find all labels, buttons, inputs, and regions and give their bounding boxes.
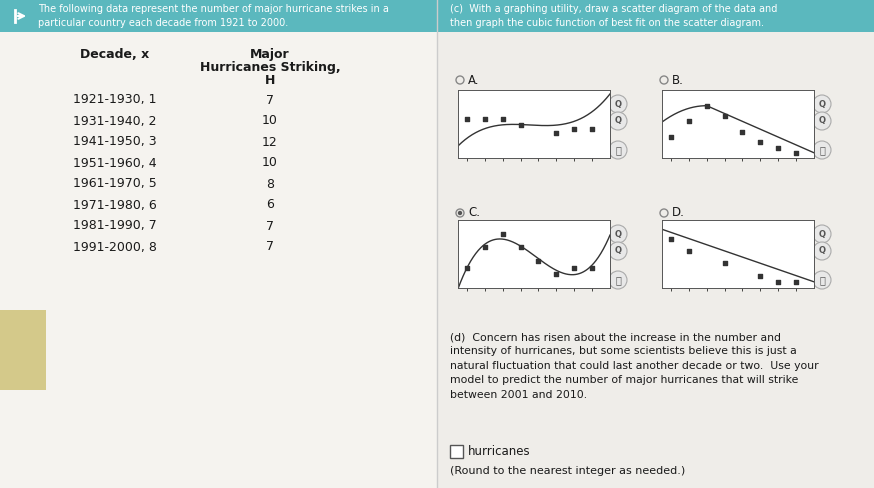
Point	[478, 244, 492, 251]
Text: 1971-1980, 6: 1971-1980, 6	[73, 199, 156, 211]
Text: A.: A.	[468, 74, 480, 86]
Text: 7: 7	[266, 241, 274, 253]
Point	[771, 143, 785, 151]
Point	[496, 230, 510, 238]
Point	[514, 121, 528, 129]
Point	[460, 264, 474, 271]
Text: Q: Q	[614, 100, 621, 108]
Text: ⤢: ⤢	[615, 145, 621, 155]
Circle shape	[813, 95, 831, 113]
Text: 1921-1930, 1: 1921-1930, 1	[73, 94, 156, 106]
Point	[550, 129, 564, 137]
Text: 10: 10	[262, 157, 278, 169]
Point	[718, 259, 732, 267]
Point	[718, 112, 732, 120]
Circle shape	[609, 242, 627, 260]
Text: (Round to the nearest integer as needed.): (Round to the nearest integer as needed.…	[450, 466, 685, 476]
Point	[682, 247, 696, 255]
Point	[664, 235, 678, 243]
Text: Decade, x: Decade, x	[80, 48, 149, 61]
Text: 1951-1960, 4: 1951-1960, 4	[73, 157, 156, 169]
Circle shape	[609, 95, 627, 113]
Text: Q: Q	[818, 229, 826, 239]
Point	[753, 139, 767, 146]
Text: 1991-2000, 8: 1991-2000, 8	[73, 241, 157, 253]
Point	[789, 278, 803, 285]
Text: Major: Major	[250, 48, 290, 61]
Text: D.: D.	[672, 206, 685, 220]
Text: 8: 8	[266, 178, 274, 190]
Text: 1941-1950, 3: 1941-1950, 3	[73, 136, 156, 148]
Point	[514, 244, 528, 251]
Point	[478, 115, 492, 123]
Point	[771, 278, 785, 285]
Text: 12: 12	[262, 136, 278, 148]
Bar	[437, 0, 874, 32]
Text: C.: C.	[468, 206, 480, 220]
Point	[753, 272, 767, 280]
Text: The following data represent the number of major hurricane strikes in a
particul: The following data represent the number …	[38, 4, 389, 28]
Bar	[0, 0, 437, 488]
Text: Q: Q	[614, 117, 621, 125]
Circle shape	[458, 211, 462, 215]
Text: Q: Q	[614, 246, 621, 256]
Point	[789, 149, 803, 157]
Text: (c)  With a graphing utility, draw a scatter diagram of the data and
then graph : (c) With a graphing utility, draw a scat…	[450, 4, 777, 28]
Text: 1981-1990, 7: 1981-1990, 7	[73, 220, 156, 232]
Text: H: H	[265, 74, 275, 87]
Point	[531, 257, 545, 264]
Bar	[450, 445, 463, 458]
Point	[700, 102, 714, 110]
Text: Q: Q	[818, 100, 826, 108]
Text: Q: Q	[818, 117, 826, 125]
Text: hurricanes: hurricanes	[468, 445, 531, 458]
Circle shape	[609, 141, 627, 159]
Point	[460, 115, 474, 123]
Point	[682, 118, 696, 125]
Text: Q: Q	[614, 229, 621, 239]
Text: 7: 7	[266, 94, 274, 106]
Point	[567, 264, 581, 271]
Text: ⤢: ⤢	[819, 275, 825, 285]
Point	[585, 264, 599, 271]
Point	[585, 125, 599, 133]
Circle shape	[813, 112, 831, 130]
Bar	[0, 0, 437, 32]
Point	[664, 133, 678, 141]
Circle shape	[813, 141, 831, 159]
Circle shape	[609, 225, 627, 243]
Bar	[437, 0, 874, 488]
Circle shape	[813, 271, 831, 289]
Circle shape	[813, 225, 831, 243]
Text: 7: 7	[266, 220, 274, 232]
Text: ⤢: ⤢	[819, 145, 825, 155]
Text: Q: Q	[818, 246, 826, 256]
Circle shape	[609, 271, 627, 289]
Text: 10: 10	[262, 115, 278, 127]
Point	[550, 270, 564, 278]
Text: (d)  Concern has risen about the increase in the number and
intensity of hurrica: (d) Concern has risen about the increase…	[450, 332, 819, 400]
Point	[736, 128, 750, 136]
Bar	[0, 310, 46, 390]
Text: B.: B.	[672, 74, 683, 86]
Text: 1961-1970, 5: 1961-1970, 5	[73, 178, 156, 190]
Text: 6: 6	[266, 199, 274, 211]
Point	[567, 125, 581, 133]
Circle shape	[813, 242, 831, 260]
Text: Hurricanes Striking,: Hurricanes Striking,	[199, 61, 340, 74]
Point	[496, 115, 510, 123]
Text: 1931-1940, 2: 1931-1940, 2	[73, 115, 156, 127]
Circle shape	[609, 112, 627, 130]
Text: ⤢: ⤢	[615, 275, 621, 285]
